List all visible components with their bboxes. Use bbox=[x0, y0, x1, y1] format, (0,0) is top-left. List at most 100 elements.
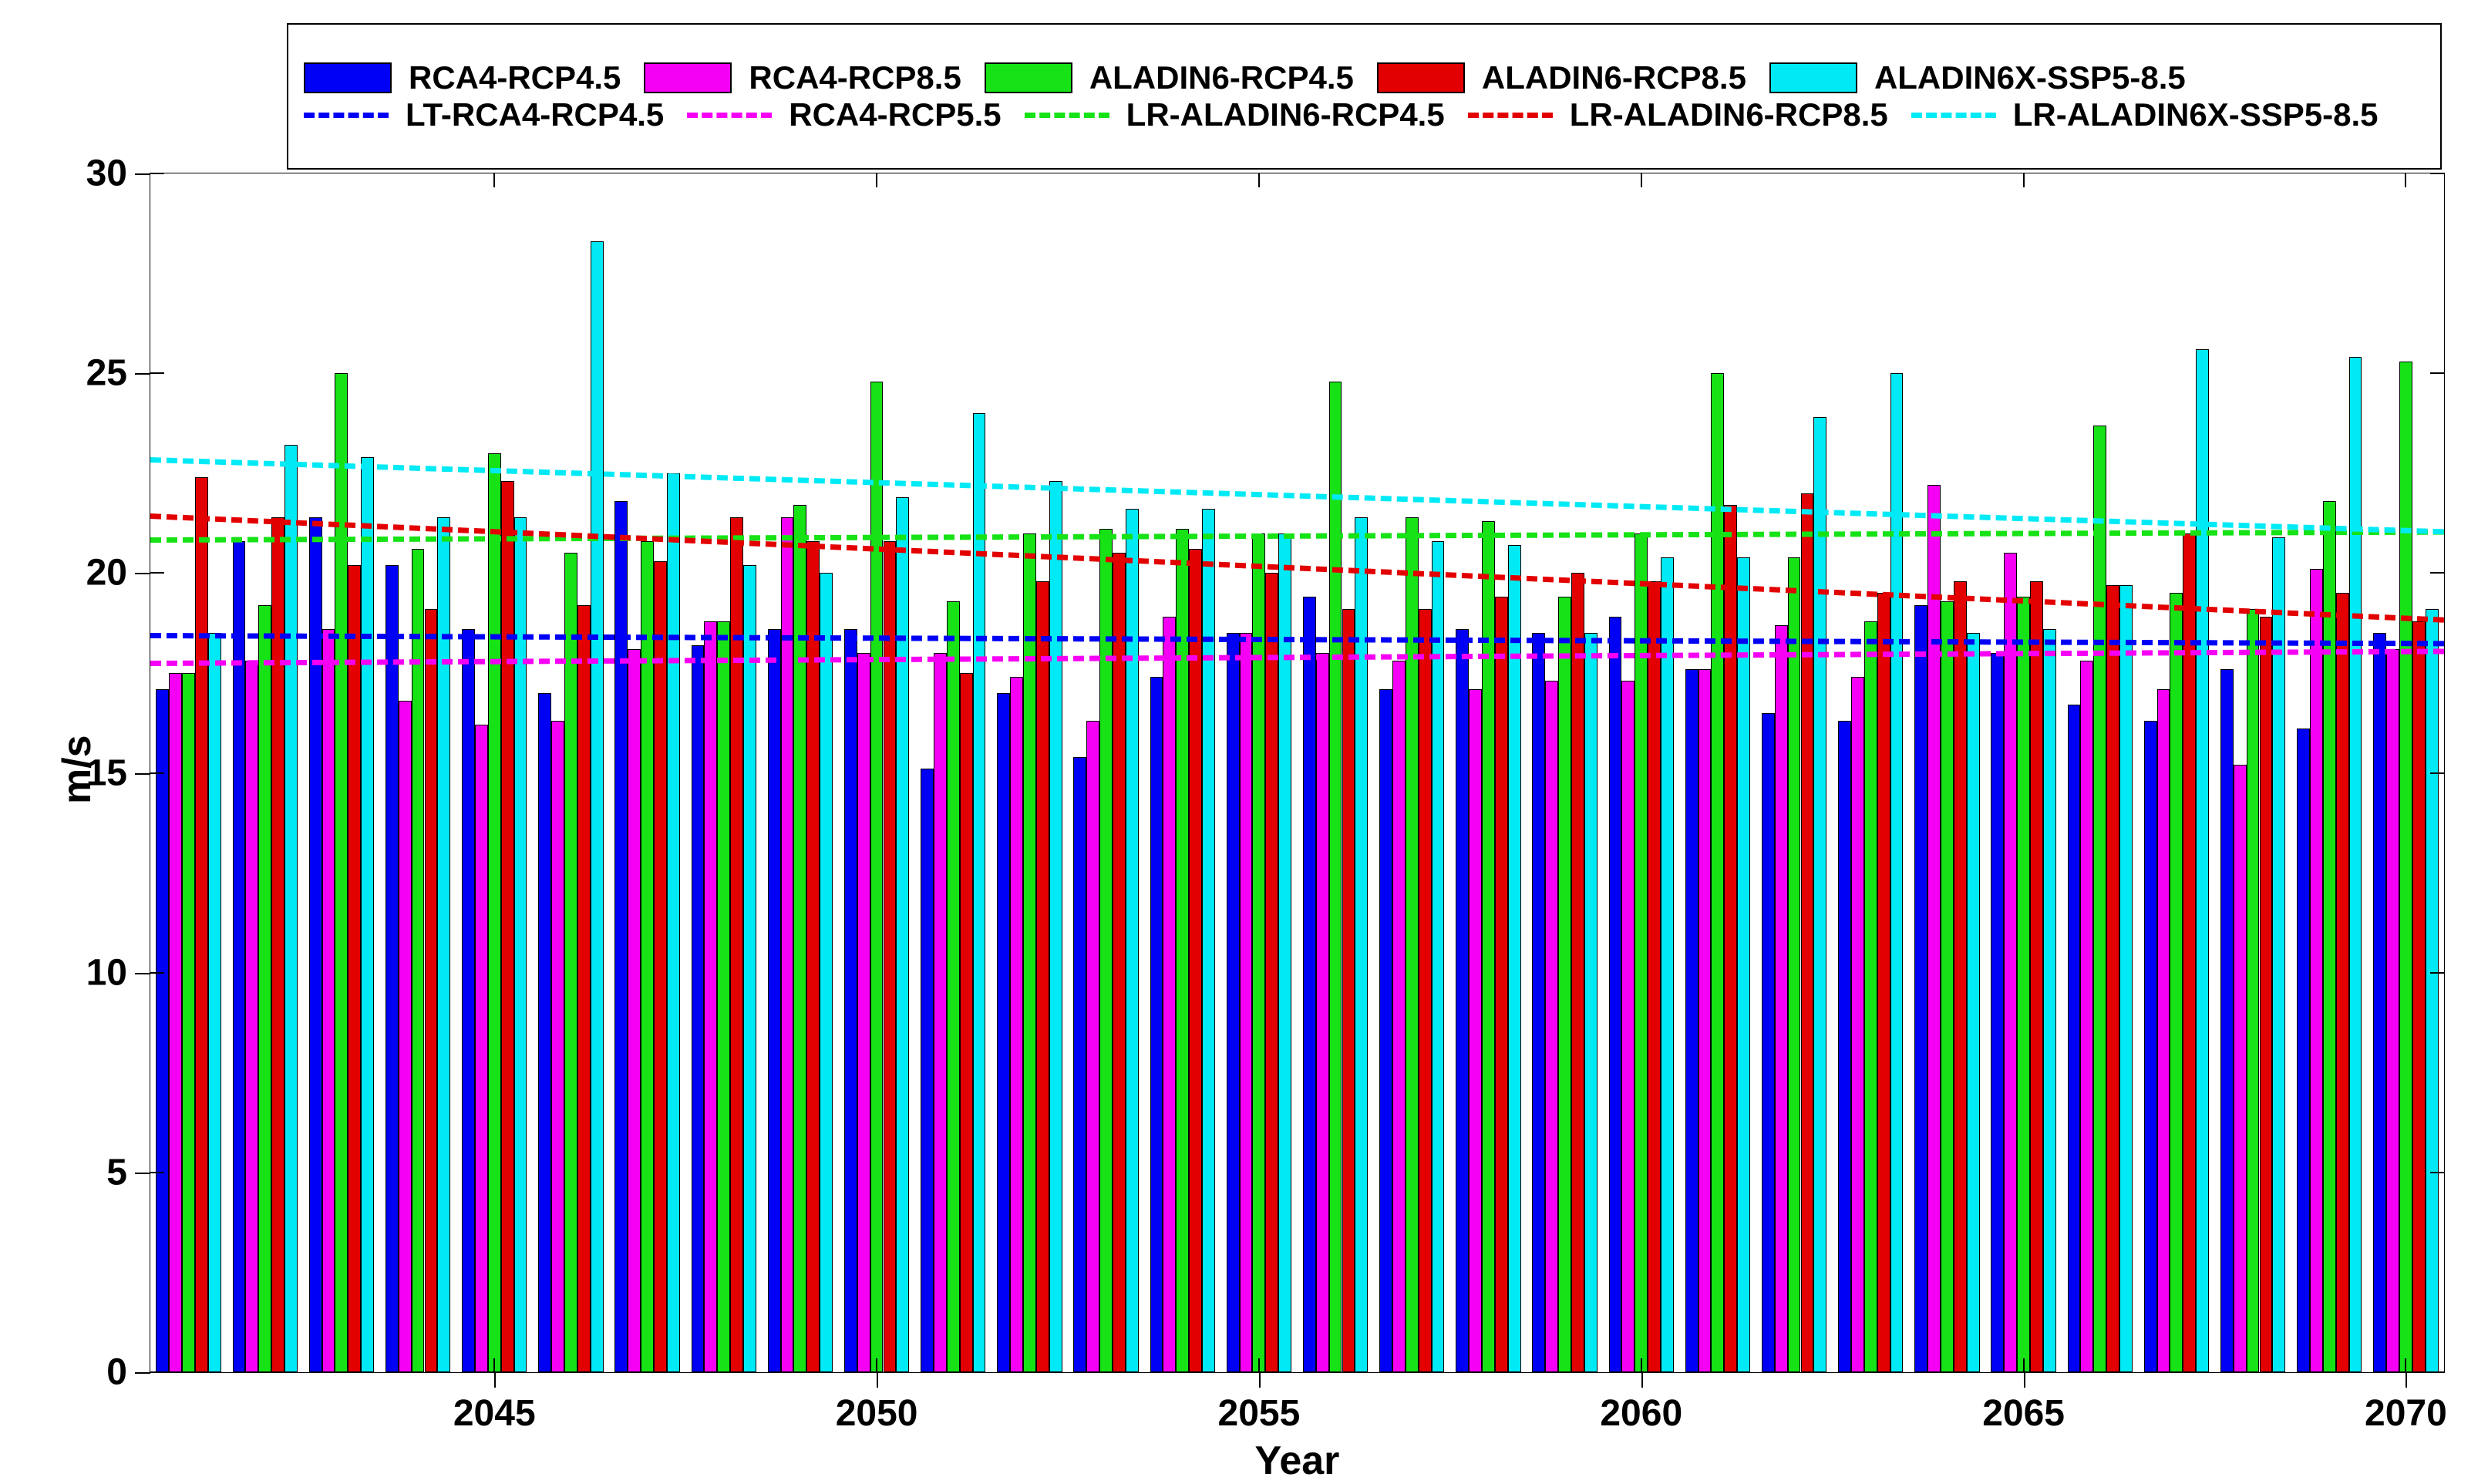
bar bbox=[1851, 677, 1864, 1372]
bar bbox=[1419, 609, 1432, 1372]
bar bbox=[896, 497, 909, 1372]
bar bbox=[1967, 633, 1980, 1372]
tick-mark bbox=[2023, 1358, 2025, 1372]
bar bbox=[1813, 417, 1826, 1372]
bar bbox=[412, 549, 425, 1372]
tick-mark bbox=[2430, 1371, 2444, 1373]
bar bbox=[322, 629, 335, 1372]
legend-label: LT-RCA4-RCP4.5 bbox=[406, 96, 664, 133]
legend-label: RCA4-RCP4.5 bbox=[409, 59, 621, 96]
bar bbox=[2106, 585, 2119, 1372]
bar bbox=[591, 241, 604, 1372]
bar bbox=[1406, 517, 1419, 1372]
bar bbox=[692, 645, 705, 1372]
bar bbox=[1635, 533, 1648, 1373]
bar bbox=[2426, 609, 2439, 1372]
bar bbox=[2310, 569, 2323, 1372]
bar bbox=[947, 601, 960, 1372]
tick-mark bbox=[150, 1371, 164, 1373]
bar bbox=[1113, 553, 1126, 1372]
bar bbox=[1010, 677, 1023, 1372]
bar bbox=[1469, 689, 1482, 1372]
legend-dash-icon bbox=[687, 113, 772, 118]
tick-mark bbox=[493, 173, 495, 187]
bar bbox=[844, 629, 857, 1372]
bar bbox=[1355, 517, 1368, 1372]
legend-dash-icon bbox=[304, 113, 389, 118]
bar bbox=[614, 501, 628, 1372]
bar bbox=[156, 689, 169, 1372]
bar bbox=[2196, 349, 2209, 1372]
legend-swatch bbox=[304, 62, 392, 93]
bar bbox=[857, 653, 870, 1372]
bar bbox=[2004, 553, 2017, 1372]
bar bbox=[1073, 757, 1086, 1372]
bar bbox=[475, 725, 488, 1372]
bar bbox=[1508, 545, 1521, 1372]
tick-mark bbox=[2430, 173, 2444, 174]
bar bbox=[1482, 521, 1495, 1372]
tick-mark bbox=[2430, 1172, 2444, 1173]
legend-swatch bbox=[985, 62, 1072, 93]
bar bbox=[667, 473, 680, 1372]
bar bbox=[743, 565, 756, 1372]
bar bbox=[2080, 661, 2093, 1372]
bar bbox=[437, 517, 450, 1372]
bar bbox=[169, 673, 182, 1372]
bar bbox=[1737, 557, 1750, 1372]
bar bbox=[2093, 426, 2106, 1372]
bar bbox=[348, 565, 361, 1372]
legend-item: LR-ALADIN6X-SSP5-8.5 bbox=[1911, 96, 2379, 133]
tick-mark bbox=[150, 372, 164, 374]
plot-area bbox=[150, 173, 2444, 1372]
bar bbox=[2247, 609, 2260, 1372]
tick-mark bbox=[2430, 572, 2444, 574]
legend-label: RCA4-RCP8.5 bbox=[749, 59, 961, 96]
bar bbox=[233, 541, 246, 1372]
tick-mark bbox=[876, 1358, 877, 1372]
bar bbox=[1036, 581, 1049, 1372]
bar bbox=[781, 517, 794, 1372]
bar bbox=[704, 621, 717, 1372]
bar bbox=[2260, 617, 2273, 1372]
bar bbox=[1621, 681, 1635, 1372]
bar bbox=[309, 517, 322, 1372]
bar bbox=[921, 769, 934, 1372]
bar bbox=[730, 517, 743, 1372]
legend-dash-icon bbox=[1025, 113, 1109, 118]
bar bbox=[2144, 721, 2157, 1372]
bar bbox=[385, 565, 399, 1372]
bar bbox=[1532, 633, 1545, 1372]
bar bbox=[399, 701, 412, 1372]
bar bbox=[1699, 669, 1712, 1372]
tick-mark bbox=[1641, 1358, 1642, 1372]
bar bbox=[1456, 629, 1469, 1372]
bar bbox=[1838, 721, 1851, 1372]
bar bbox=[2386, 649, 2399, 1372]
bar bbox=[2183, 533, 2196, 1373]
bar bbox=[538, 693, 551, 1372]
x-axis-title: Year bbox=[1255, 1438, 1340, 1484]
tick-mark bbox=[2430, 372, 2444, 374]
bar bbox=[1240, 633, 1253, 1372]
bar bbox=[717, 621, 730, 1372]
tick-mark bbox=[150, 1172, 164, 1173]
bar bbox=[1991, 653, 2004, 1372]
bar bbox=[1303, 597, 1316, 1372]
legend-label: ALADIN6-RCP4.5 bbox=[1089, 59, 1354, 96]
bar bbox=[884, 541, 897, 1372]
legend-item: ALADIN6X-SSP5-8.5 bbox=[1769, 59, 2186, 96]
bar bbox=[501, 481, 514, 1372]
legend-label: ALADIN6-RCP8.5 bbox=[1482, 59, 1746, 96]
bar bbox=[271, 517, 284, 1372]
bar bbox=[768, 629, 781, 1372]
bar bbox=[806, 541, 820, 1372]
bar bbox=[1661, 557, 1674, 1372]
legend-item: LR-ALADIN6-RCP4.5 bbox=[1025, 96, 1445, 133]
bar bbox=[1762, 713, 1775, 1372]
bar bbox=[2272, 537, 2285, 1372]
tick-mark bbox=[150, 772, 164, 774]
legend-dash-icon bbox=[1468, 113, 1553, 118]
tick-mark bbox=[2405, 173, 2406, 187]
bar bbox=[1432, 541, 1445, 1372]
